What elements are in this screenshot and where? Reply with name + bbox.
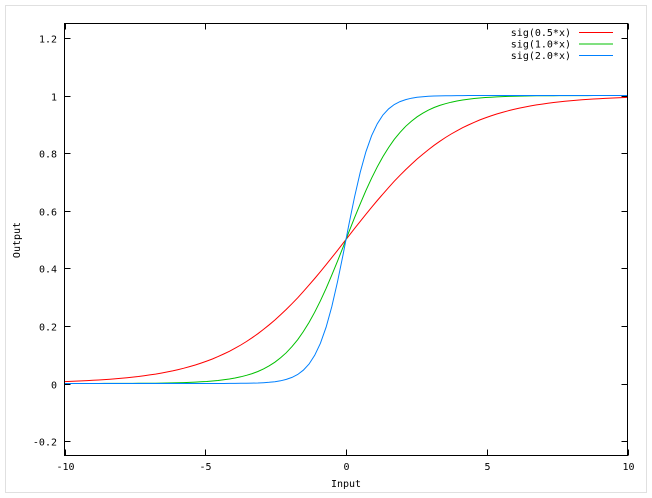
x-tick-label: -10: [56, 462, 74, 473]
y-tick-label: 0.4: [39, 265, 57, 276]
x-tick-label: 5: [484, 462, 490, 473]
outer-frame: [5, 5, 647, 493]
legend-label: sig(0.5*x): [511, 28, 571, 39]
ticks: -10 -5 0 5 10 -0.2 0 0.2 0.4 0.6 0.8 1 1.2: [33, 23, 635, 473]
legend: sig(0.5*x)sig(1.0*x)sig(2.0*x): [511, 28, 613, 62]
y-tick-label: 0: [51, 381, 57, 392]
series-line-2: [64, 95, 628, 384]
curves: [64, 95, 628, 384]
y-tick-label: 1: [51, 93, 57, 104]
legend-label: sig(1.0*x): [511, 40, 571, 51]
y-tick-label: 0.2: [39, 323, 57, 334]
y-tick-label: 0.6: [39, 208, 57, 219]
x-tick-label: 0: [343, 462, 349, 473]
y-tick-label: -0.2: [33, 438, 57, 449]
y-axis-label: Output: [12, 222, 23, 258]
y-tick-label: 1.2: [39, 35, 57, 46]
x-tick-label: -5: [199, 462, 211, 473]
x-axis-label: Input: [331, 479, 361, 490]
legend-label: sig(2.0*x): [511, 51, 571, 62]
y-tick-label: 0.8: [39, 150, 57, 161]
x-tick-label: 10: [622, 462, 634, 473]
